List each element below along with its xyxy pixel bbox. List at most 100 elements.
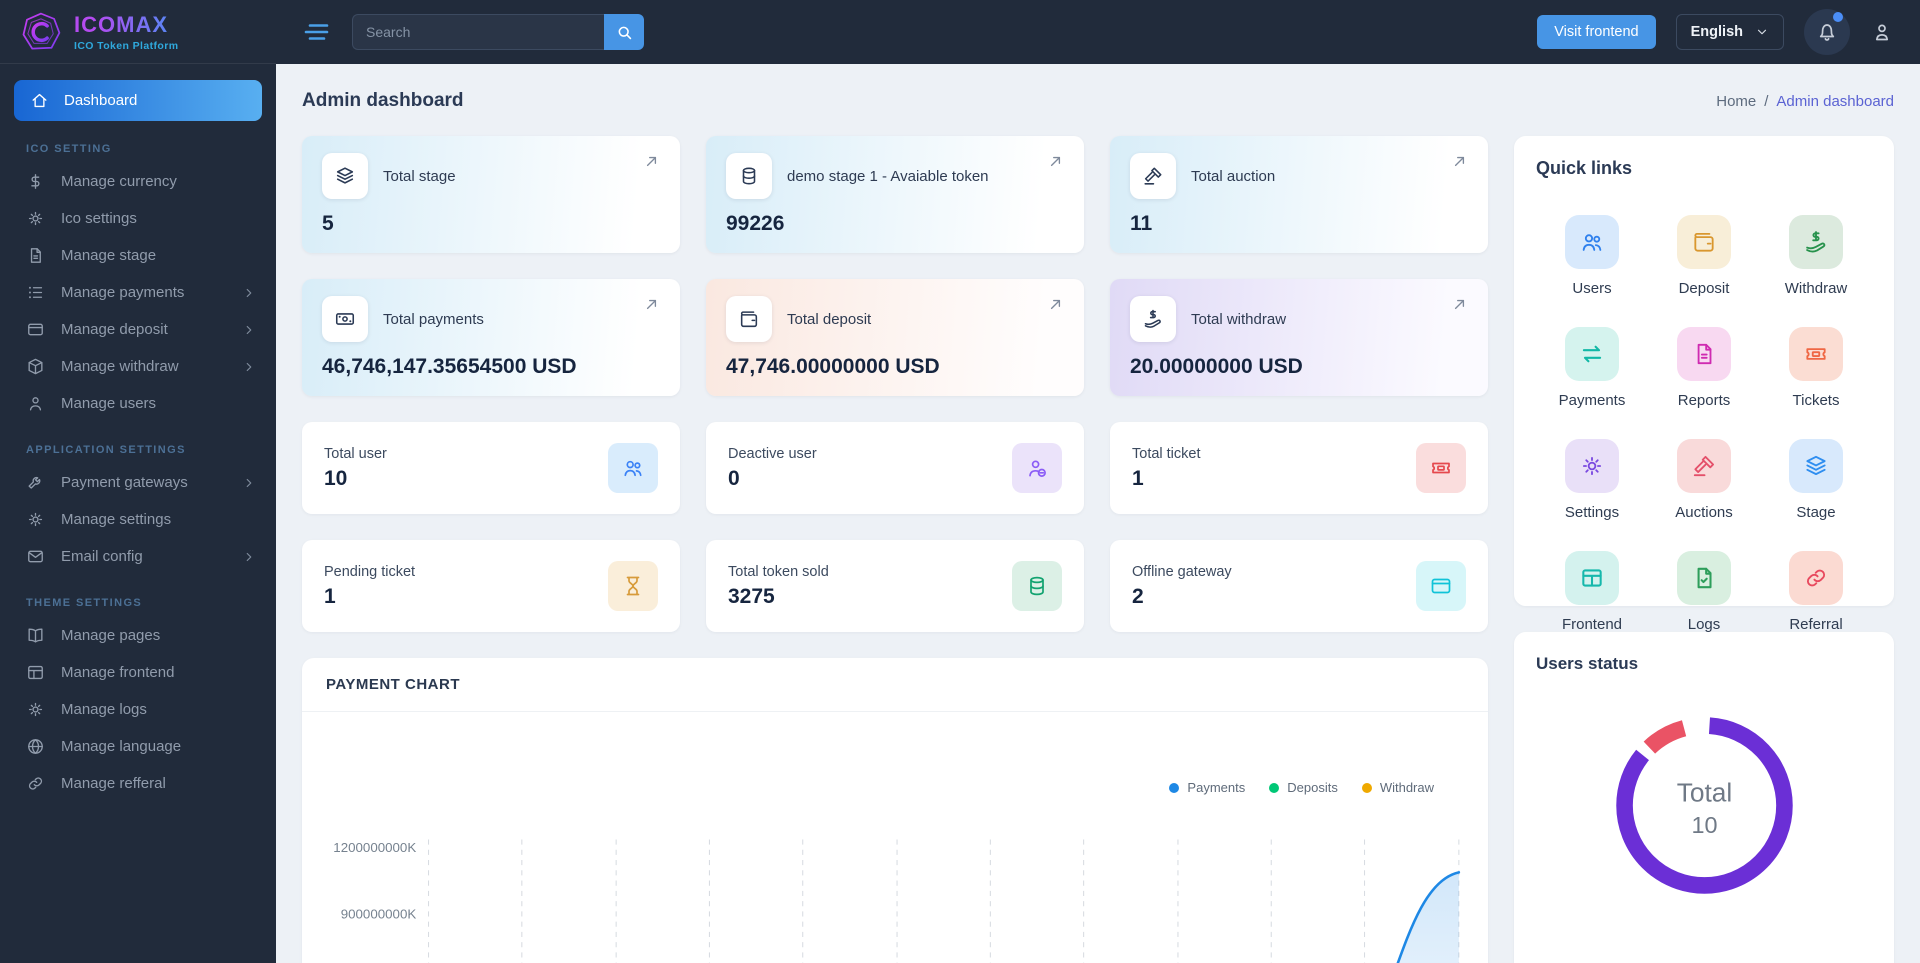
- visit-frontend-button[interactable]: Visit frontend: [1537, 15, 1656, 49]
- quick-link-frontend[interactable]: Frontend: [1562, 551, 1622, 633]
- stat-value: 11: [1130, 212, 1153, 235]
- gear-icon: [26, 700, 45, 719]
- sidebar-item-manage-withdraw[interactable]: Manage withdraw: [0, 348, 276, 385]
- page-title: Admin dashboard: [302, 90, 464, 111]
- layers-icon: [1789, 439, 1843, 493]
- sidebar-item-manage-payments[interactable]: Manage payments: [0, 274, 276, 311]
- stat-label: Total ticket: [1132, 445, 1201, 462]
- sidebar-item-manage-frontend[interactable]: Manage frontend: [0, 654, 276, 691]
- sidebar-item-email-config[interactable]: Email config: [0, 538, 276, 575]
- quick-links-title: Quick links: [1536, 158, 1633, 178]
- users-status-title: Users status: [1536, 654, 1639, 673]
- search-bar: [352, 14, 644, 50]
- legend-item-payments[interactable]: Payments: [1169, 780, 1245, 795]
- sidebar-item-manage-deposit[interactable]: Manage deposit: [0, 311, 276, 348]
- brand-name: ICOMAX: [74, 12, 178, 38]
- book-icon: [26, 626, 45, 645]
- language-selector[interactable]: English: [1675, 14, 1784, 50]
- sidebar-item-manage-settings[interactable]: Manage settings: [0, 501, 276, 538]
- arrow-up-right-icon[interactable]: [1451, 296, 1468, 313]
- section-header-theme-settings: THEME SETTINGS: [26, 597, 143, 609]
- notification-dot: [1833, 12, 1843, 22]
- donut-center-value: 10: [1691, 812, 1717, 838]
- stat-label: Total deposit: [787, 310, 872, 328]
- sidebar-item-label: Email config: [61, 548, 143, 565]
- payments-area: [1397, 872, 1459, 963]
- sidebar-item-label: Manage settings: [61, 511, 172, 528]
- stat-card-total-auction: Total auction 11: [1110, 136, 1488, 253]
- quick-link-label: Frontend: [1561, 616, 1623, 633]
- brand[interactable]: ICOMAX ICO Token Platform: [0, 0, 276, 64]
- quick-link-payments[interactable]: Payments: [1559, 327, 1625, 409]
- stat-label: Total stage: [383, 167, 456, 185]
- legend-item-withdraw[interactable]: Withdraw: [1361, 780, 1434, 795]
- topbar: Visit frontend English: [276, 0, 1920, 64]
- wallet-icon: [1677, 215, 1731, 269]
- sidebar-item-manage-stage[interactable]: Manage stage: [0, 237, 276, 274]
- quick-link-deposit[interactable]: Deposit: [1677, 215, 1731, 297]
- sidebar-item-label: Manage frontend: [61, 664, 175, 681]
- quick-link-label: Referral: [1789, 616, 1843, 633]
- donut-active-segment: [1615, 717, 1793, 894]
- notifications-button[interactable]: [1804, 9, 1850, 55]
- quick-link-stage[interactable]: Stage: [1789, 439, 1843, 521]
- arrow-up-right-icon[interactable]: [643, 153, 660, 170]
- y-tick: 1200000000K: [333, 840, 416, 855]
- stat-value: 2: [1132, 584, 1144, 608]
- quick-link-referral[interactable]: Referral: [1789, 551, 1843, 633]
- sidebar-item-manage-refferal[interactable]: Manage refferal: [0, 765, 276, 802]
- quick-link-users[interactable]: Users: [1565, 215, 1619, 297]
- hand-dollar-icon: [1130, 296, 1176, 342]
- arrow-up-right-icon[interactable]: [643, 296, 660, 313]
- sidebar-item-payment-gateways[interactable]: Payment gateways: [0, 464, 276, 501]
- sidebar-item-label: Manage currency: [61, 173, 177, 190]
- gear-icon: [26, 510, 45, 529]
- sidebar-item-manage-pages[interactable]: Manage pages: [0, 617, 276, 654]
- arrow-up-right-icon[interactable]: [1047, 153, 1064, 170]
- stat-value: 20.00000000 USD: [1130, 355, 1303, 378]
- sidebar-item-manage-currency[interactable]: Manage currency: [0, 163, 276, 200]
- quick-link-logs[interactable]: Logs: [1677, 551, 1731, 633]
- quick-link-label: Users: [1572, 280, 1612, 297]
- quick-link-settings[interactable]: Settings: [1565, 439, 1619, 521]
- sidebar-item-ico-settings[interactable]: Ico settings: [0, 200, 276, 237]
- legend-item-deposits[interactable]: Deposits: [1269, 780, 1338, 795]
- sidebar-item-label: Manage deposit: [61, 321, 168, 338]
- sidebar-item-dashboard[interactable]: Dashboard: [14, 80, 262, 121]
- quick-link-withdraw[interactable]: Withdraw: [1785, 215, 1847, 297]
- menu-toggle-icon[interactable]: [302, 19, 332, 45]
- search-button[interactable]: [604, 14, 644, 50]
- sidebar-item-manage-language[interactable]: Manage language: [0, 728, 276, 765]
- legend-dot-payments: [1169, 782, 1180, 793]
- quick-link-reports[interactable]: Reports: [1677, 327, 1731, 409]
- profile-icon[interactable]: [1870, 20, 1894, 44]
- sidebar-item-manage-logs[interactable]: Manage logs: [0, 691, 276, 728]
- quick-link-auctions[interactable]: Auctions: [1675, 439, 1733, 521]
- arrow-up-right-icon[interactable]: [1451, 153, 1468, 170]
- sidebar-item-label: Manage withdraw: [61, 358, 179, 375]
- search-input[interactable]: [352, 14, 604, 50]
- link-icon: [26, 774, 45, 793]
- arrow-up-right-icon[interactable]: [1047, 296, 1064, 313]
- coins-icon: [726, 153, 772, 199]
- stat-value: 46,746,147.35654500 USD: [322, 355, 577, 378]
- legend-label: Withdraw: [1379, 780, 1434, 795]
- legend-label: Payments: [1187, 780, 1246, 795]
- stat-label: Total auction: [1191, 167, 1276, 185]
- breadcrumb-home[interactable]: Home: [1716, 92, 1757, 110]
- sidebar-item-label: Dashboard: [64, 92, 138, 109]
- wrench-icon: [26, 473, 45, 492]
- sidebar-item-manage-users[interactable]: Manage users: [0, 385, 276, 422]
- stat-value: 1: [1132, 466, 1144, 490]
- users-status-panel: Users status Total 10: [1514, 632, 1894, 963]
- stat-value: 0: [728, 466, 740, 490]
- sidebar-nav: Dashboard ICO SETTING Manage currency Ic…: [0, 64, 276, 802]
- payments-line: [1396, 871, 1461, 963]
- language-selected-label: English: [1690, 24, 1743, 40]
- breadcrumb-separator: /: [1764, 92, 1769, 110]
- table-icon: [1564, 551, 1619, 605]
- chevron-right-icon: [242, 323, 256, 337]
- banknote-icon: [322, 296, 368, 342]
- stat-value: 10: [324, 466, 348, 490]
- quick-link-tickets[interactable]: Tickets: [1789, 327, 1843, 409]
